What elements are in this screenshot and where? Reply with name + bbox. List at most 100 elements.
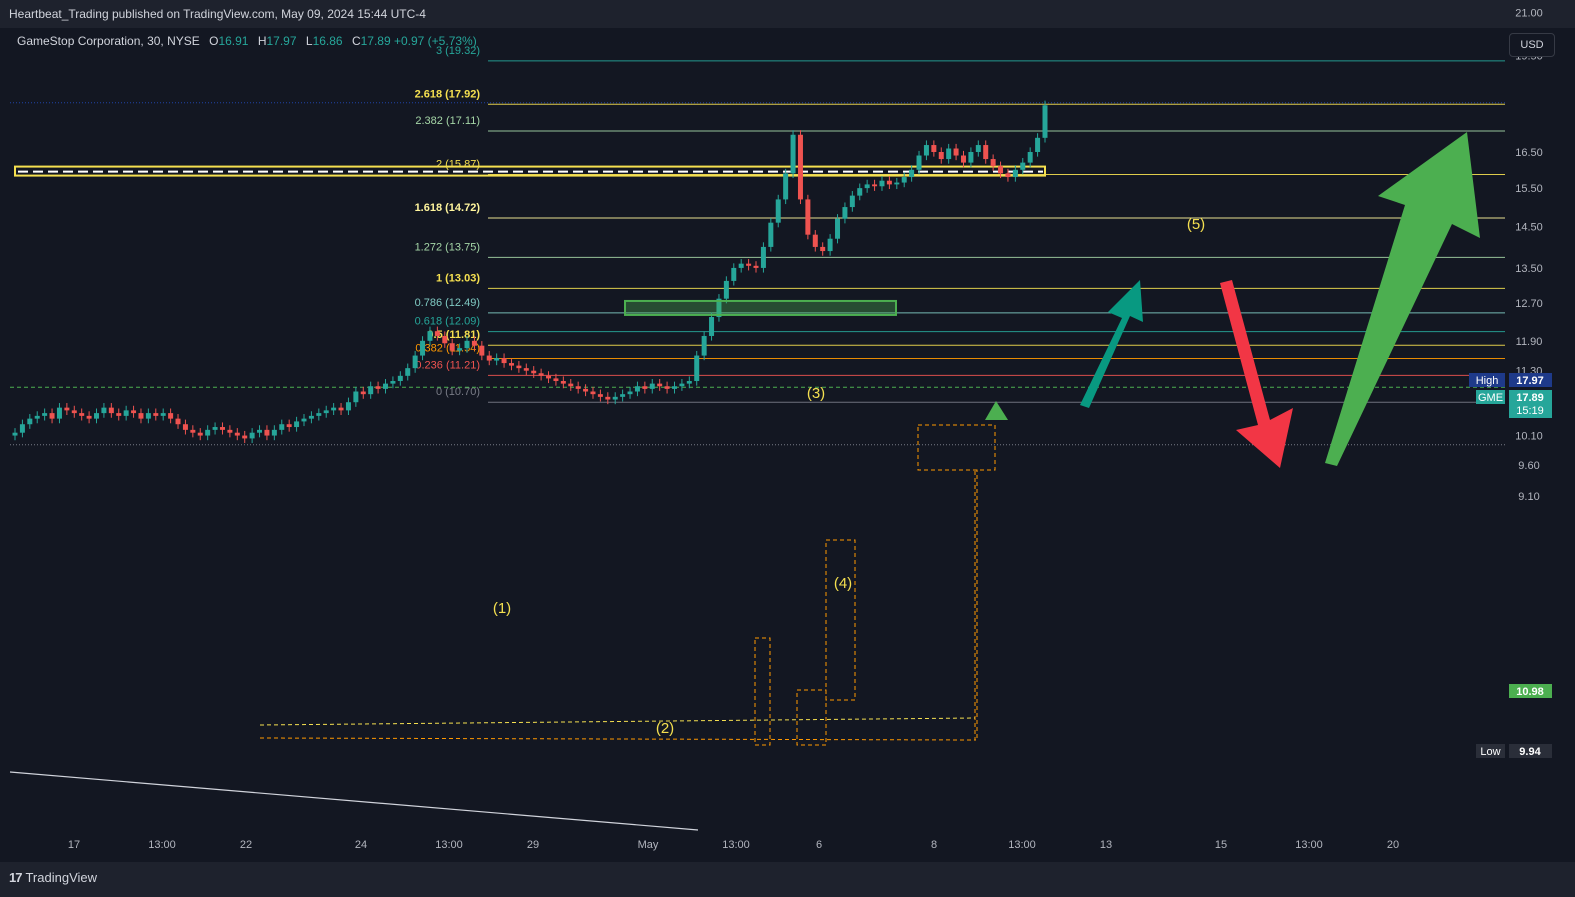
x-tick-label: 6 [816,839,822,851]
candle-body [182,424,188,430]
price-tag-value: 10.98 [1516,686,1544,698]
candle-body [338,407,344,411]
x-tick-label: 13:00 [435,839,463,851]
candle-body [34,415,40,419]
y-tick-label: 10.10 [1515,431,1543,443]
price-tag [1509,684,1552,698]
price-tag-label: High [1476,375,1499,387]
candle-body [79,413,85,416]
candle-body [872,184,878,187]
wave-label: (5) [1187,216,1205,233]
candle-body [360,391,366,395]
tradingview-mark-icon: 17 [9,870,23,885]
resistance-band [14,165,1046,177]
candle-body [308,415,314,419]
candle-body [249,432,255,439]
candle-body [627,391,633,395]
candle-body [390,381,396,384]
dashed-box [754,637,771,746]
candle-body [538,373,544,376]
candle-body [583,388,589,392]
candle-body [546,375,552,379]
x-tick-label: 13:00 [1295,839,1323,851]
candle-body [197,432,203,436]
candle-body [434,331,440,336]
candle-body [219,427,225,430]
x-tick-label: 13:00 [148,839,176,851]
candle-body [797,134,803,200]
candle-body [131,410,137,414]
candle-body [279,424,285,430]
candle-body [649,383,655,389]
candle-body [345,402,351,411]
y-tick-label: 21.00 [1515,8,1543,20]
candle-body [420,340,426,356]
red-arrow [1220,280,1293,468]
y-tick-label: 16.50 [1515,147,1543,159]
x-tick-label: 22 [240,839,252,851]
x-tick-label: 15 [1215,839,1227,851]
trendline [9,771,699,831]
fib-label: 0.236 (11.21) [415,359,480,371]
candle-body [553,378,559,382]
published-text: Heartbeat_Trading published on TradingVi… [9,7,426,21]
dashed-box [796,689,827,746]
price-tag [1509,390,1552,418]
candle-body [1020,162,1026,170]
candle-body [568,383,574,387]
candle-body [471,340,477,346]
candle-body [953,148,959,156]
candle-body [946,148,952,160]
candle-body [857,188,863,196]
price-tag-label: GME [1478,392,1503,404]
price-tag-time: 15:19 [1516,405,1544,417]
candle-body [938,152,944,160]
candle-body [190,429,196,433]
fib-label: 0.618 (12.09) [415,316,480,328]
candle-body [486,355,492,361]
dashed-floor [259,737,976,741]
currency-button[interactable]: USD [1509,33,1555,57]
candle-body [286,424,292,428]
candle-body [731,267,737,281]
candle-body [746,263,752,266]
candle-body [405,368,411,376]
wave-label: (2) [656,720,674,737]
symbol-legend: GameStop Corporation, 30, NYSE O16.91 H1… [17,34,477,48]
candle-body [457,348,463,351]
green-arrow [1325,132,1480,466]
brand-text: TradingView [25,870,98,885]
candle-body [975,145,981,153]
candle-body [664,386,670,389]
candle-body [671,386,677,389]
y-tick-label: 14.50 [1515,222,1543,234]
candle-body [71,410,77,414]
candle-body [531,370,537,374]
candle-body [590,391,596,395]
candle-body [723,280,729,299]
candle-body [412,355,418,369]
close-label: C [351,34,361,48]
candle-body [508,363,514,366]
low-label: L [305,34,313,48]
candle-body [12,432,18,436]
dashed-box [917,424,996,471]
low-value: 16.86 [312,34,343,48]
candle-body [316,413,322,416]
candle-body [449,343,455,351]
candle-body [827,238,833,252]
candle-body [849,195,855,208]
x-tick-label: 13:00 [722,839,750,851]
candle-body [212,427,218,430]
candle-body [575,386,581,389]
candle-body [790,134,796,174]
candle-body [894,182,900,185]
candle-body [634,386,640,392]
tradingview-logo[interactable]: 17 TradingView [9,870,97,885]
dashed-box [974,469,978,741]
price-tag [1509,373,1552,387]
candle-body [820,246,826,252]
small-up-arrow [985,401,1008,420]
candle-body [701,335,707,356]
